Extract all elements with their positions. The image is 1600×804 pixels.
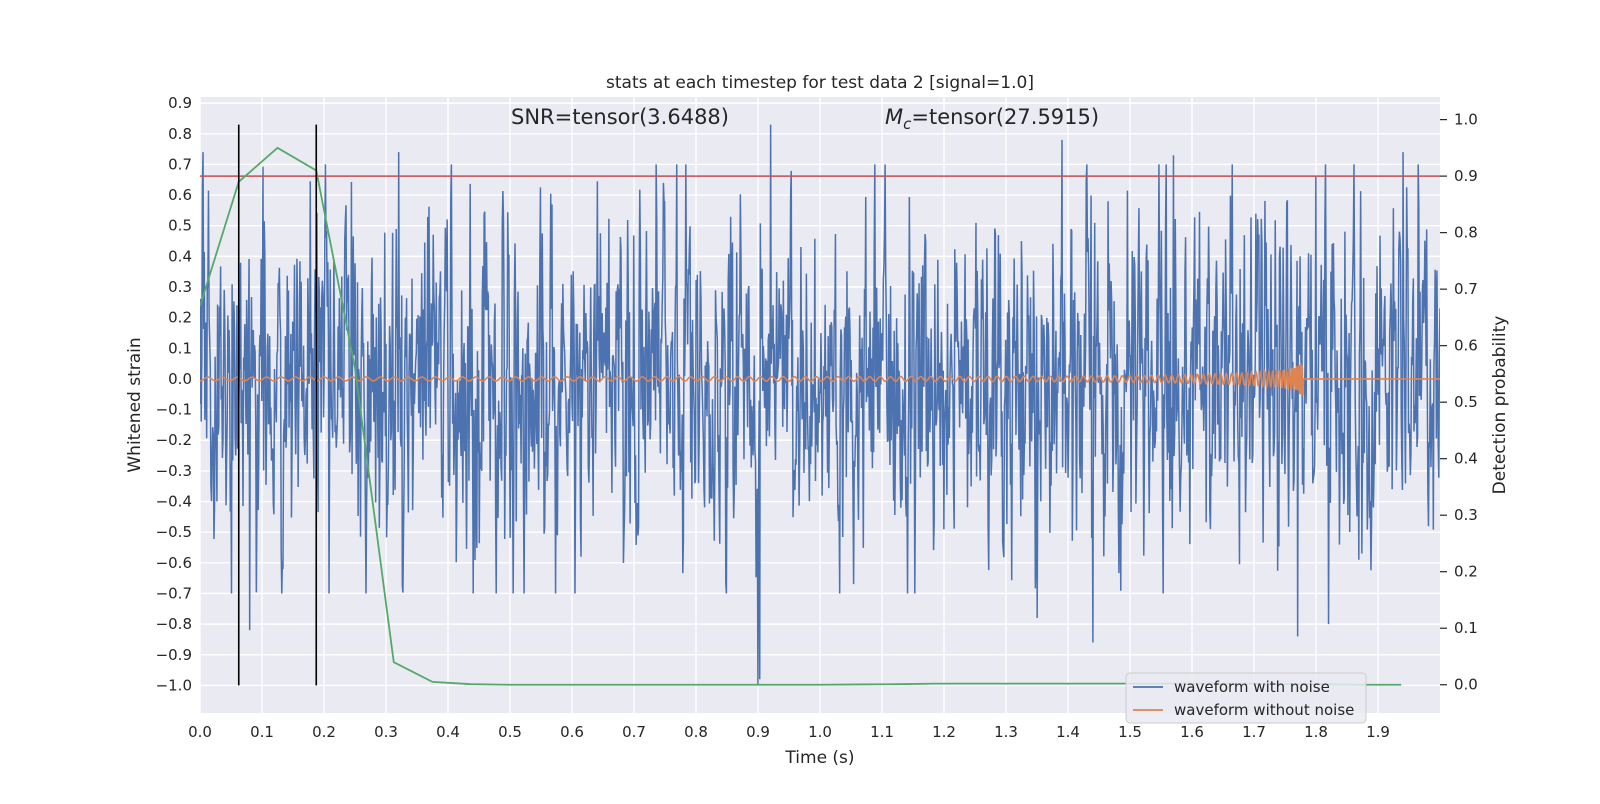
x-axis-label: Time (s) [784, 748, 854, 768]
y-left-tick-label: −0.5 [156, 523, 192, 541]
y-left-tick-label: −1.0 [156, 676, 192, 694]
x-tick-label: 1.1 [870, 723, 894, 741]
chirp-mass-value: =tensor(27.5915) [911, 105, 1099, 129]
x-tick-label: 1.7 [1242, 723, 1266, 741]
x-tick-label: 1.0 [808, 723, 832, 741]
x-tick-label: 0.0 [188, 723, 212, 741]
y-right-tick-label: 0.0 [1454, 676, 1478, 694]
x-tick-label: 0.5 [498, 723, 522, 741]
x-tick-label: 1.3 [994, 723, 1018, 741]
y-left-tick-label: 0.4 [168, 247, 192, 265]
y-left-tick-label: 0.0 [168, 370, 192, 388]
y-right-tick-label: 0.2 [1454, 563, 1478, 581]
y-right-tick-label: 0.4 [1454, 450, 1478, 468]
y-right-tick-labels: 1.0 0.9 0.8 0.7 0.6 0.5 0.4 0.3 0.2 0.1 0.0 [1440, 111, 1478, 694]
x-tick-label: 1.5 [1118, 723, 1142, 741]
y-left-tick-label: −0.4 [156, 493, 192, 511]
y-right-tick-label: 0.9 [1454, 167, 1478, 185]
chirp-mass-subscript: c [903, 115, 912, 133]
y-left-tick-label: 0.7 [168, 155, 192, 173]
chart-title: stats at each timestep for test data 2 [… [606, 73, 1034, 93]
y-right-tick-label: 0.6 [1454, 337, 1478, 355]
y-left-tick-labels: 0.9 0.8 0.7 0.6 0.5 0.4 0.3 0.2 0.1 0.0 −0.1 −0.2 −0… [156, 94, 192, 694]
y-left-tick-label: 0.3 [168, 278, 192, 296]
y-axis-label-right: Detection probability [1490, 316, 1510, 495]
y-left-tick-label: −0.9 [156, 646, 192, 664]
x-tick-label: 1.2 [932, 723, 956, 741]
y-left-tick-label: 0.1 [168, 339, 192, 357]
x-tick-label: 0.6 [560, 723, 584, 741]
y-right-tick-label: 0.7 [1454, 280, 1478, 298]
y-left-tick-label: 0.8 [168, 125, 192, 143]
x-tick-label: 0.7 [622, 723, 646, 741]
y-right-tick-label: 0.1 [1454, 619, 1478, 637]
y-left-tick-label: 0.2 [168, 309, 192, 327]
y-left-tick-label: 0.6 [168, 186, 192, 204]
y-right-tick-label: 1.0 [1454, 111, 1478, 129]
legend-box [1125, 672, 1367, 724]
y-right-tick-label: 0.8 [1454, 224, 1478, 242]
x-tick-label: 0.8 [684, 723, 708, 741]
legend: waveform with noise waveform without nois… [1125, 672, 1367, 724]
legend-label: waveform with noise [1174, 678, 1330, 696]
y-right-tick-label: 0.5 [1454, 393, 1478, 411]
x-tick-label: 1.6 [1180, 723, 1204, 741]
y-left-tick-label: −0.8 [156, 615, 192, 633]
chirp-mass-symbol: M [885, 105, 903, 129]
grid-lines [199, 97, 1440, 713]
y-left-tick-label: −0.6 [156, 554, 192, 572]
y-left-tick-label: −0.1 [156, 401, 192, 419]
y-left-tick-label: −0.7 [156, 584, 192, 602]
legend-label: waveform without noise [1174, 701, 1354, 719]
x-tick-label: 1.8 [1304, 723, 1328, 741]
x-tick-label: 0.9 [746, 723, 770, 741]
x-tick-label: 1.9 [1366, 723, 1390, 741]
x-tick-label: 1.4 [1056, 723, 1080, 741]
x-tick-labels: 0.0 0.1 0.2 0.3 0.4 0.5 0.6 0.7 0.8 0.9 1.0 1.1 1.2 1… [188, 723, 1390, 741]
chirp-mass-annotation: Mc=tensor(27.5915) [885, 105, 1099, 133]
snr-annotation: SNR=tensor(3.6488) [511, 105, 729, 129]
series-line-clean [200, 362, 1440, 396]
y-left-tick-label: −0.3 [156, 462, 192, 480]
x-tick-label: 0.4 [436, 723, 460, 741]
y-right-tick-label: 0.3 [1454, 506, 1478, 524]
x-tick-label: 0.1 [250, 723, 274, 741]
x-tick-label: 0.3 [374, 723, 398, 741]
y-axis-label-left: Whitened strain [125, 337, 145, 472]
y-left-tick-label: −0.2 [156, 431, 192, 449]
x-tick-label: 0.2 [312, 723, 336, 741]
y-left-tick-label: 0.5 [168, 217, 192, 235]
y-left-tick-label: 0.9 [168, 94, 192, 112]
